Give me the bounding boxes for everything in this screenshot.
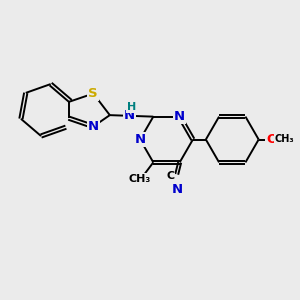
Text: N: N (88, 120, 99, 133)
Text: N: N (124, 109, 135, 122)
Text: S: S (88, 87, 98, 100)
Text: H: H (127, 102, 136, 112)
Text: CH₃: CH₃ (129, 174, 151, 184)
Text: C: C (166, 172, 174, 182)
Text: N: N (134, 133, 146, 146)
Text: O: O (266, 133, 277, 146)
Text: N: N (172, 183, 183, 196)
Text: CH₃: CH₃ (274, 134, 294, 145)
Text: N: N (174, 110, 185, 123)
